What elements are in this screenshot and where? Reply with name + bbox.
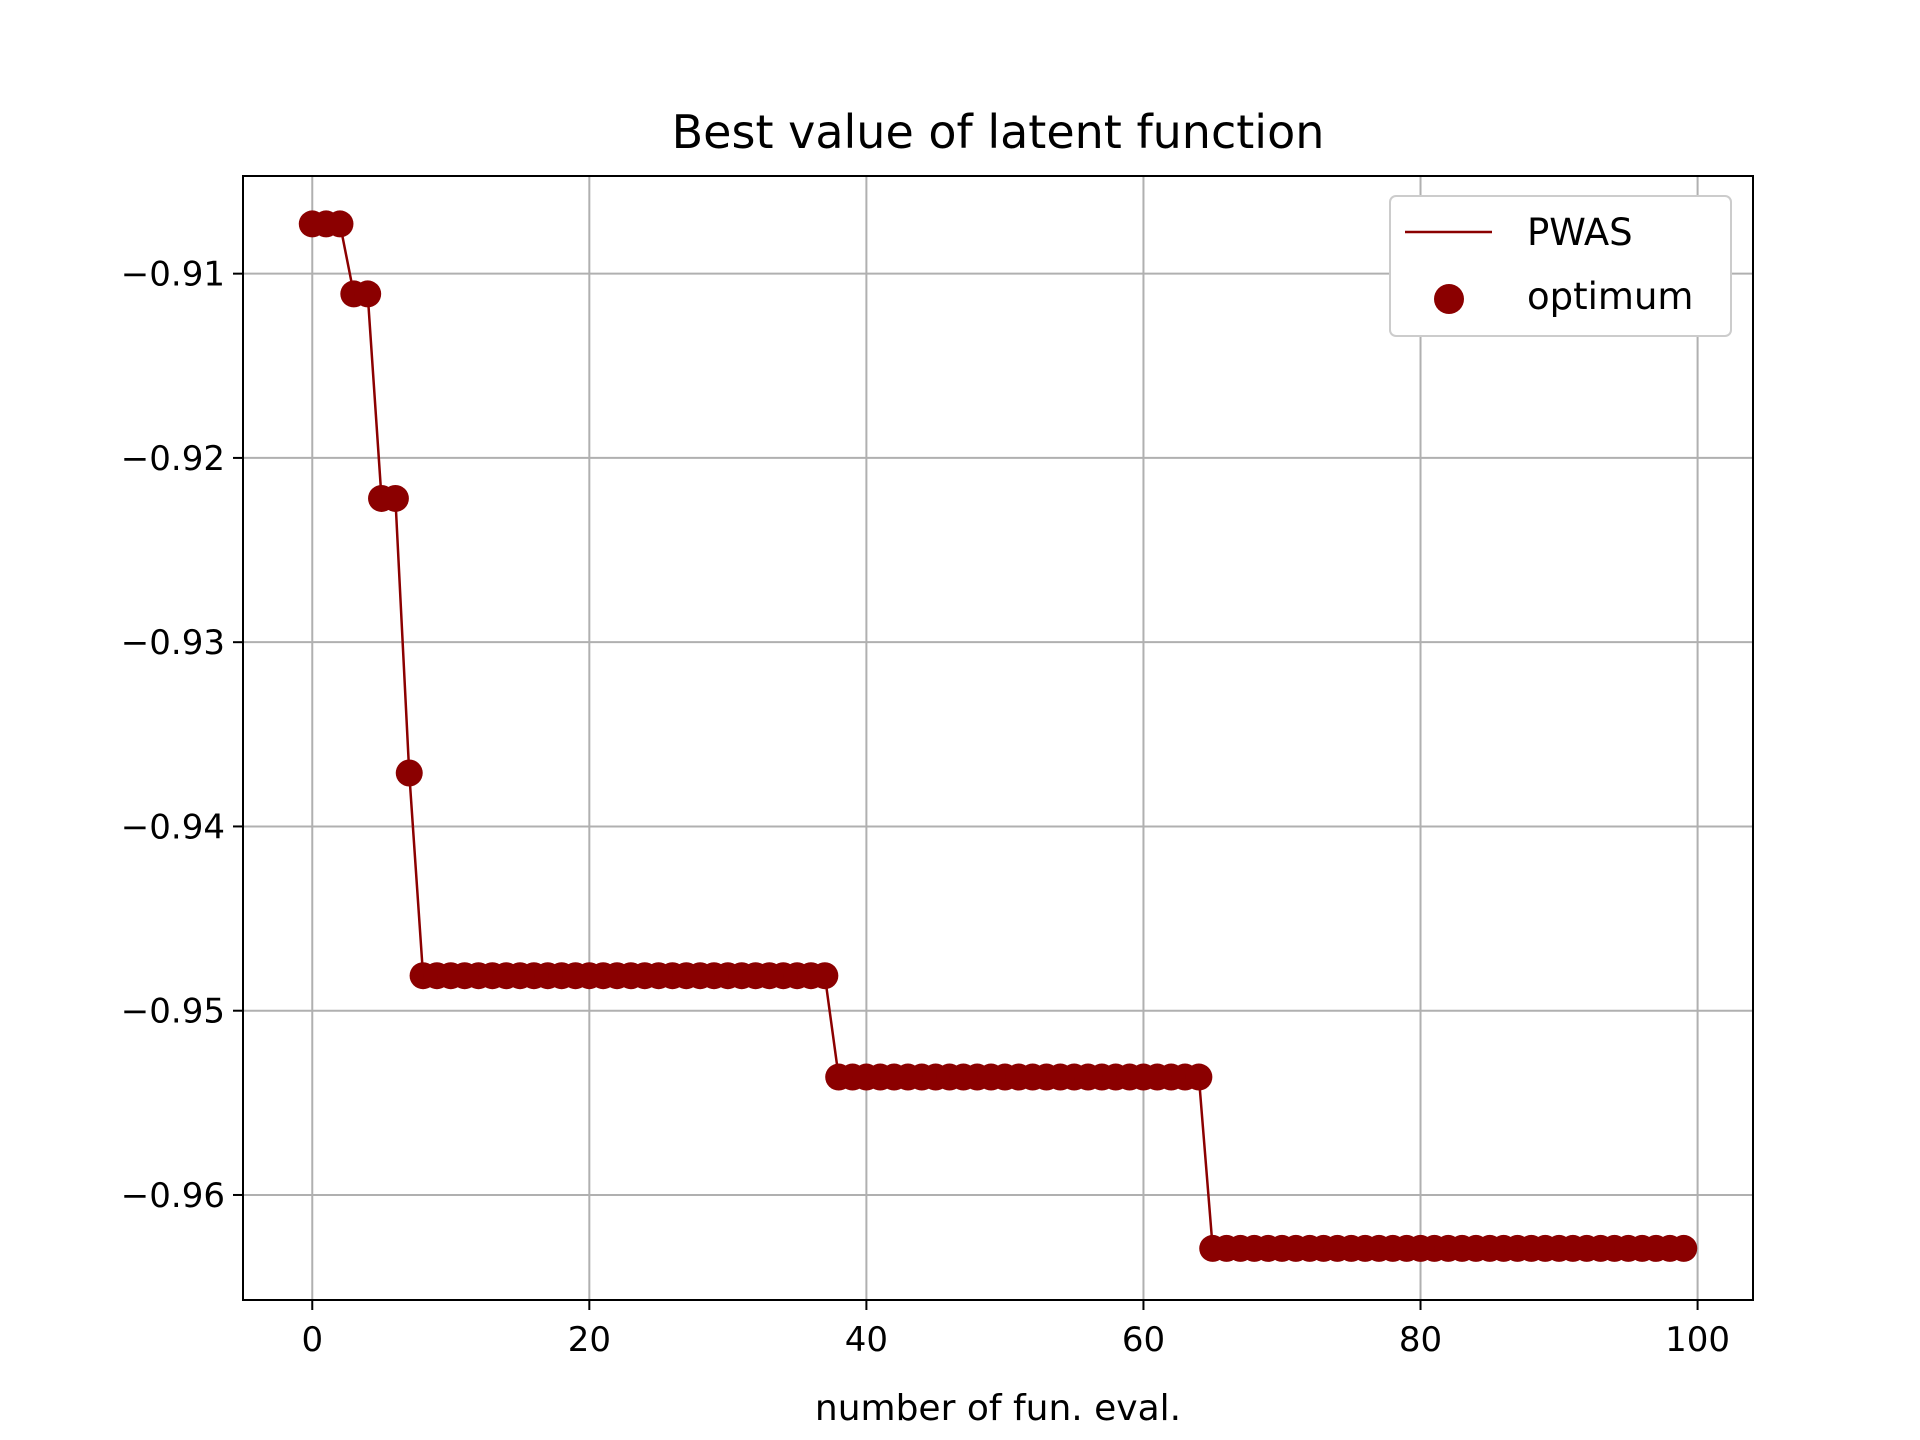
data-point — [381, 484, 409, 512]
x-tick-label: 60 — [1122, 1320, 1165, 1360]
x-tick-label: 0 — [301, 1320, 323, 1360]
series-points-optimum — [298, 210, 1698, 1262]
data-point — [811, 962, 839, 990]
x-tick-label: 40 — [845, 1320, 888, 1360]
y-axis: −0.91 −0.92 −0.93 −0.94 −0.95 −0.96 — [121, 255, 243, 1216]
data-point — [326, 210, 354, 238]
legend-label-pwas: PWAS — [1527, 211, 1633, 254]
data-point — [1670, 1234, 1698, 1262]
data-point — [395, 759, 423, 787]
y-tick-label: −0.95 — [121, 992, 225, 1032]
x-tick-label: 80 — [1399, 1320, 1442, 1360]
y-tick-label: −0.96 — [121, 1176, 225, 1216]
plot-frame — [242, 175, 1754, 1301]
legend-marker-swatch — [1434, 284, 1464, 314]
grid — [243, 176, 1753, 1300]
y-tick-label: −0.94 — [121, 807, 225, 847]
x-axis-label: number of fun. eval. — [815, 1388, 1181, 1429]
legend: PWAS optimum — [1389, 195, 1732, 337]
data-point — [354, 280, 382, 308]
x-tick-label: 20 — [568, 1320, 611, 1360]
y-tick-label: −0.93 — [121, 623, 225, 663]
y-tick-label: −0.92 — [121, 439, 225, 479]
legend-label-optimum: optimum — [1527, 275, 1693, 318]
y-tick-label: −0.91 — [121, 255, 225, 295]
x-axis: 0 20 40 60 80 100 — [301, 1300, 1730, 1360]
data-point — [1185, 1063, 1213, 1091]
x-tick-label: 100 — [1665, 1320, 1730, 1360]
chart-title: Best value of latent function — [672, 105, 1325, 159]
